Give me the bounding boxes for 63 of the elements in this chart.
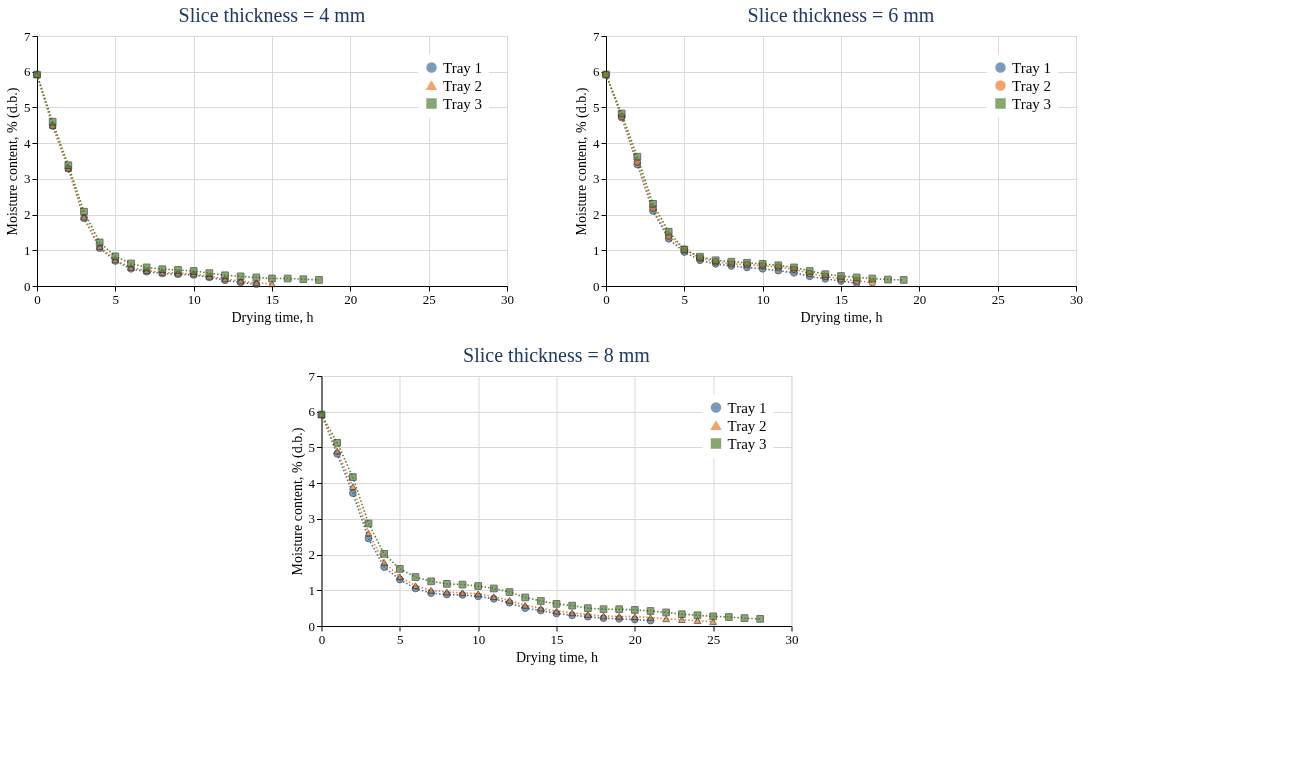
x-axis-title: Drying time, h bbox=[515, 649, 599, 665]
legend-label: Tray 2 bbox=[727, 417, 767, 434]
y-tick-label: 2 bbox=[308, 547, 315, 563]
y-tick-label: 0 bbox=[308, 618, 315, 634]
y-tick-label: 7 bbox=[24, 28, 31, 44]
y-tick-label: 6 bbox=[593, 64, 600, 80]
chart-title: Slice thickness = 4 mm bbox=[178, 4, 366, 26]
x-tick-label: 0 bbox=[603, 291, 610, 307]
x-tick-label: 0 bbox=[34, 291, 41, 307]
chart-title: Slice thickness = 6 mm bbox=[747, 4, 935, 26]
x-tick-label: 0 bbox=[318, 631, 326, 647]
legend-label: Tray 3 bbox=[727, 435, 767, 452]
x-tick-label: 25 bbox=[991, 291, 1005, 307]
y-tick-label: 1 bbox=[24, 242, 31, 258]
y-axis-title: Moisture content, % (d.b.) bbox=[574, 87, 590, 236]
legend-label: Tray 1 bbox=[1012, 59, 1052, 76]
y-tick-label: 2 bbox=[593, 207, 600, 223]
legend-label: Tray 3 bbox=[1012, 95, 1052, 112]
y-axis-title: Moisture content, % (d.b.) bbox=[289, 427, 306, 576]
y-tick-label: 4 bbox=[593, 135, 600, 151]
y-tick-label: 5 bbox=[308, 439, 315, 455]
x-tick-label: 15 bbox=[835, 291, 848, 307]
x-axis-title: Drying time, h bbox=[800, 309, 883, 325]
y-tick-label: 1 bbox=[593, 242, 600, 258]
y-tick-label: 7 bbox=[593, 28, 600, 44]
y-tick-label: 5 bbox=[24, 99, 31, 115]
y-tick-label: 0 bbox=[593, 278, 600, 294]
y-tick-label: 1 bbox=[308, 582, 315, 598]
y-tick-label: 7 bbox=[308, 368, 316, 384]
y-tick-label: 4 bbox=[308, 475, 316, 491]
x-tick-label: 10 bbox=[472, 631, 486, 647]
y-tick-label: 3 bbox=[308, 511, 315, 527]
x-tick-label: 5 bbox=[397, 631, 404, 647]
x-axis-title: Drying time, h bbox=[231, 309, 314, 325]
legend-label: Tray 1 bbox=[443, 59, 483, 76]
y-axis-title: Moisture content, % (d.b.) bbox=[5, 87, 21, 236]
x-tick-label: 25 bbox=[707, 631, 721, 647]
x-tick-label: 20 bbox=[344, 291, 358, 307]
y-tick-label: 0 bbox=[24, 278, 31, 294]
x-tick-label: 30 bbox=[501, 291, 514, 307]
x-tick-label: 15 bbox=[266, 291, 279, 307]
x-tick-label: 30 bbox=[785, 631, 799, 647]
x-tick-label: 20 bbox=[628, 631, 642, 647]
y-tick-label: 2 bbox=[24, 207, 31, 223]
legend-label: Tray 1 bbox=[727, 399, 767, 416]
x-tick-label: 5 bbox=[112, 291, 120, 307]
x-tick-label: 20 bbox=[913, 291, 927, 307]
y-tick-label: 6 bbox=[24, 64, 31, 80]
chart-title: Slice thickness = 8 mm bbox=[463, 344, 651, 366]
x-tick-label: 10 bbox=[756, 291, 770, 307]
y-tick-label: 5 bbox=[593, 99, 600, 115]
legend-label: Tray 2 bbox=[1012, 77, 1052, 94]
x-tick-label: 5 bbox=[681, 291, 689, 307]
x-tick-label: 15 bbox=[550, 631, 564, 647]
y-tick-label: 3 bbox=[593, 171, 600, 187]
x-tick-label: 30 bbox=[1070, 291, 1083, 307]
y-tick-label: 4 bbox=[24, 135, 31, 151]
x-tick-label: 25 bbox=[422, 291, 436, 307]
y-tick-label: 3 bbox=[24, 171, 31, 187]
legend-label: Tray 2 bbox=[443, 77, 483, 94]
legend-label: Tray 3 bbox=[443, 95, 483, 112]
y-tick-label: 6 bbox=[308, 404, 316, 420]
x-tick-label: 10 bbox=[187, 291, 201, 307]
